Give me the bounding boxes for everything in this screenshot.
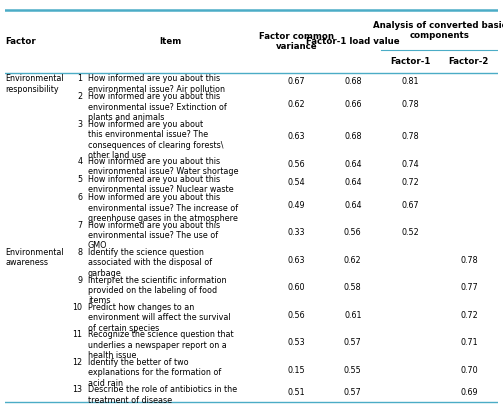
Text: Interpret the scientific information
provided on the labeling of food
items: Interpret the scientific information pro… (88, 275, 226, 305)
Text: 0.72: 0.72 (460, 311, 478, 320)
Text: 6: 6 (77, 193, 82, 202)
Text: 8: 8 (77, 248, 82, 257)
Text: 10: 10 (72, 303, 82, 312)
Text: How informed are you about this
environmental issue? Air pollution: How informed are you about this environm… (88, 74, 225, 94)
Text: Environmental
awareness: Environmental awareness (5, 248, 64, 268)
Text: Environmental
responsibility: Environmental responsibility (5, 74, 64, 94)
Text: 0.64: 0.64 (344, 159, 362, 169)
Text: Identify the better of two
explanations for the formation of
acid rain: Identify the better of two explanations … (88, 358, 221, 388)
Text: 0.63: 0.63 (288, 256, 305, 265)
Text: 9: 9 (77, 275, 82, 284)
Text: Factor-1 load value: Factor-1 load value (306, 37, 399, 46)
Text: 0.53: 0.53 (288, 338, 305, 347)
Text: Recognize the science question that
underlies a newspaper report on a
health iss: Recognize the science question that unde… (88, 330, 233, 360)
Text: 0.66: 0.66 (344, 100, 362, 109)
Text: How informed are you about this
environmental issue? The use of
GMO: How informed are you about this environm… (88, 221, 220, 250)
Text: 0.64: 0.64 (344, 201, 362, 210)
Text: 0.70: 0.70 (460, 365, 478, 374)
Text: How informed are you about this
environmental issue? Water shortage: How informed are you about this environm… (88, 157, 238, 176)
Text: 5: 5 (77, 175, 82, 184)
Text: Analysis of converted basic
components: Analysis of converted basic components (373, 21, 503, 40)
Text: 11: 11 (72, 330, 82, 339)
Text: 3: 3 (77, 120, 82, 129)
Text: 7: 7 (77, 221, 82, 230)
Text: 0.78: 0.78 (460, 256, 478, 265)
Text: 0.33: 0.33 (288, 228, 305, 237)
Text: 12: 12 (72, 358, 82, 367)
Text: 0.56: 0.56 (288, 311, 305, 320)
Text: 0.62: 0.62 (344, 256, 362, 265)
Text: 0.77: 0.77 (460, 283, 478, 292)
Text: 0.69: 0.69 (460, 388, 478, 397)
Text: 0.72: 0.72 (401, 178, 420, 187)
Text: 0.68: 0.68 (344, 132, 362, 141)
Text: Item: Item (159, 37, 181, 46)
Text: 0.57: 0.57 (344, 338, 362, 347)
Text: 0.57: 0.57 (344, 388, 362, 397)
Text: Factor: Factor (5, 37, 36, 46)
Text: 0.15: 0.15 (288, 365, 305, 374)
Text: 0.55: 0.55 (344, 365, 362, 374)
Text: How informed are you about this
environmental issue? Nuclear waste: How informed are you about this environm… (88, 175, 233, 194)
Text: 0.56: 0.56 (288, 159, 305, 169)
Text: Describe the role of antibiotics in the
treatment of disease: Describe the role of antibiotics in the … (88, 386, 237, 405)
Text: 0.64: 0.64 (344, 178, 362, 187)
Text: 0.52: 0.52 (401, 228, 420, 237)
Text: How informed are you about
this environmental issue? The
consequences of clearin: How informed are you about this environm… (88, 120, 223, 160)
Text: 0.60: 0.60 (288, 283, 305, 292)
Text: 0.67: 0.67 (402, 201, 420, 210)
Text: 13: 13 (72, 386, 82, 395)
Text: 0.67: 0.67 (288, 77, 305, 86)
Text: 0.78: 0.78 (402, 132, 420, 141)
Text: 0.54: 0.54 (288, 178, 305, 187)
Text: 0.56: 0.56 (344, 228, 362, 237)
Text: 0.78: 0.78 (402, 100, 420, 109)
Text: 0.71: 0.71 (460, 338, 478, 347)
Text: 0.51: 0.51 (288, 388, 305, 397)
Text: Identify the science question
associated with the disposal of
garbage: Identify the science question associated… (88, 248, 212, 278)
Text: 2: 2 (77, 92, 82, 102)
Text: Predict how changes to an
environment will affect the survival
of certain specie: Predict how changes to an environment wi… (88, 303, 230, 333)
Text: Factor common
variance: Factor common variance (259, 32, 334, 51)
Text: 4: 4 (77, 157, 82, 166)
Text: 0.63: 0.63 (288, 132, 305, 141)
Text: 1: 1 (77, 74, 82, 83)
Text: Factor-2: Factor-2 (449, 57, 489, 66)
Text: 0.62: 0.62 (288, 100, 305, 109)
Text: 0.58: 0.58 (344, 283, 362, 292)
Text: How informed are you about this
environmental issue? Extinction of
plants and an: How informed are you about this environm… (88, 92, 226, 122)
Text: Factor-1: Factor-1 (390, 57, 431, 66)
Text: 0.74: 0.74 (402, 159, 420, 169)
Text: 0.61: 0.61 (344, 311, 362, 320)
Text: 0.49: 0.49 (288, 201, 305, 210)
Text: How informed are you about this
environmental issue? The increase of
greenhouse : How informed are you about this environm… (88, 193, 238, 223)
Text: 0.81: 0.81 (402, 77, 419, 86)
Text: 0.68: 0.68 (344, 77, 362, 86)
